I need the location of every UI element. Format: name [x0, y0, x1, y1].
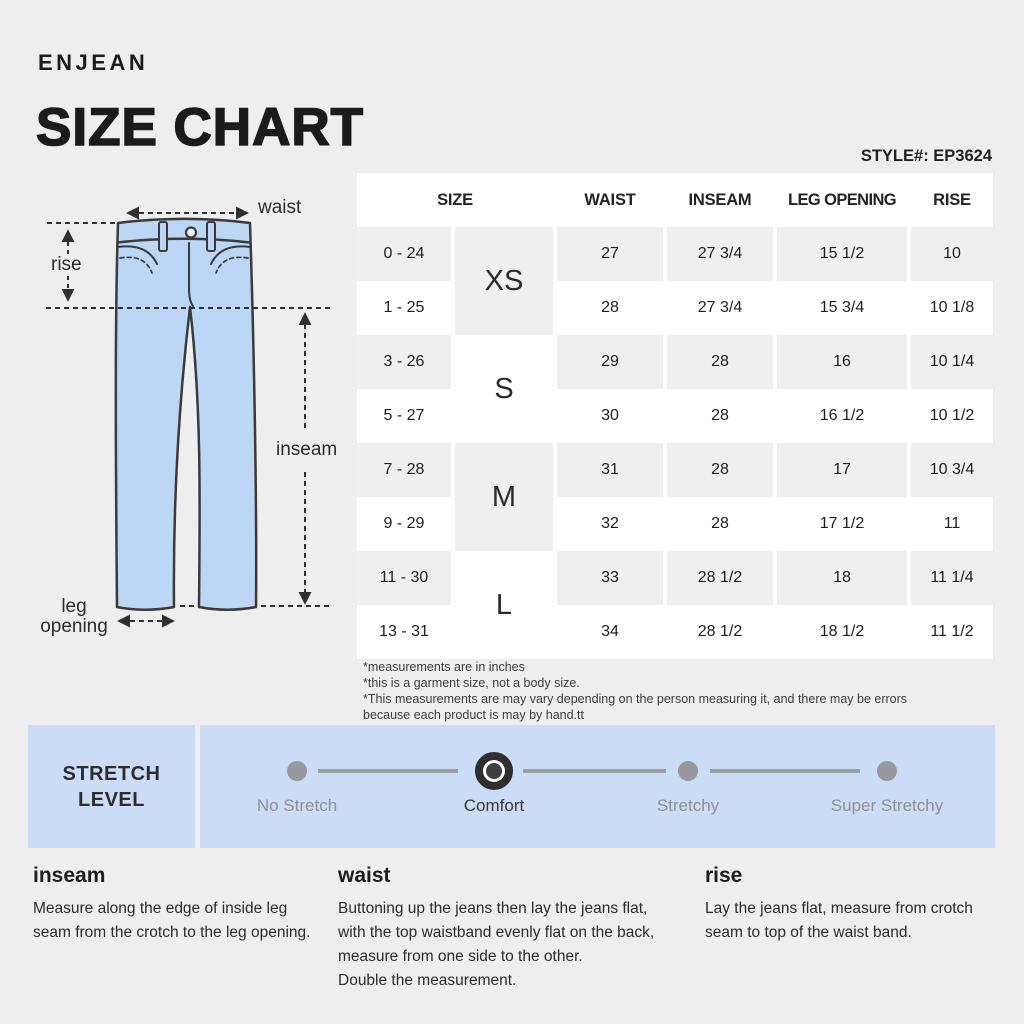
table-cell-size: 1 - 25	[357, 281, 451, 335]
scale-track-segment	[710, 769, 860, 773]
letter-size-s: S	[455, 335, 553, 443]
scale-track-segment	[523, 769, 666, 773]
definition-term: inseam	[33, 864, 106, 887]
stretch-level-header-box: STRETCH LEVEL	[28, 725, 195, 848]
table-cell-inseam: 27 3/4	[667, 281, 773, 335]
stretch-option-stretchy: Stretchy	[656, 796, 720, 815]
definition-text: Lay the jeans flat, measure from crotch …	[705, 900, 973, 942]
table-cell-inseam: 27 3/4	[667, 227, 773, 281]
size-table: SIZE WAIST INSEAM LEG OPENING RISE XS S …	[357, 173, 993, 659]
stretch-dot-stretchy	[678, 761, 698, 781]
table-cell-inseam: 28	[667, 443, 773, 497]
letter-size-xs: XS	[455, 227, 553, 335]
leg-opening-label: leg opening	[40, 596, 108, 637]
table-cell-leg-opening: 16	[777, 335, 907, 389]
rise-label: rise	[51, 254, 82, 275]
waist-label: waist	[258, 197, 302, 218]
table-cell-rise: 11 1/4	[911, 551, 993, 605]
table-cell-waist: 27	[557, 227, 663, 281]
table-cell-leg-opening: 18 1/2	[777, 605, 907, 659]
table-cell-rise: 10 1/8	[911, 281, 993, 335]
table-cell-size: 0 - 24	[357, 227, 451, 281]
stretch-level-title: STRETCH LEVEL	[62, 762, 161, 811]
jeans-button	[184, 226, 198, 239]
inseam-label: inseam	[276, 439, 338, 460]
column-header-size: SIZE	[357, 173, 553, 227]
measurement-guides	[46, 206, 331, 628]
belt-loop-left	[158, 221, 168, 252]
pocket-left	[117, 245, 158, 265]
table-cell-size: 9 - 29	[357, 497, 451, 551]
selected-dot-icon	[486, 763, 502, 779]
pocket-right	[210, 245, 251, 265]
table-cell-size: 11 - 30	[357, 551, 451, 605]
stretch-dot-super-stretchy	[877, 761, 897, 781]
column-header-inseam: INSEAM	[667, 173, 773, 227]
letter-size-m: M	[455, 443, 553, 551]
table-cell-leg-opening: 18	[777, 551, 907, 605]
definition-text: Measure along the edge of inside leg sea…	[33, 900, 311, 942]
table-cell-inseam: 28 1/2	[667, 605, 773, 659]
pocket-stitch-right	[215, 256, 249, 274]
definition-rise: rise Lay the jeans flat, measure from cr…	[705, 864, 1005, 945]
pocket-stitch-left	[119, 256, 153, 274]
table-cell-inseam: 28	[667, 335, 773, 389]
table-cell-inseam: 28	[667, 389, 773, 443]
table-cell-leg-opening: 16 1/2	[777, 389, 907, 443]
table-cell-waist: 34	[557, 605, 663, 659]
table-cell-waist: 31	[557, 443, 663, 497]
table-cell-size: 5 - 27	[357, 389, 451, 443]
table-cell-waist: 28	[557, 281, 663, 335]
letter-size-l: L	[455, 551, 553, 659]
table-cell-rise: 11	[911, 497, 993, 551]
jeans-illustration	[114, 217, 258, 611]
style-number: STYLE#: EP3624	[860, 147, 992, 165]
table-cell-inseam: 28	[667, 497, 773, 551]
definition-term: waist	[338, 864, 391, 887]
scale-track-segment	[318, 769, 458, 773]
table-cell-rise: 10 3/4	[911, 443, 993, 497]
stretch-option-comfort: Comfort	[463, 796, 525, 815]
definition-term: rise	[705, 864, 743, 887]
table-cell-leg-opening: 17	[777, 443, 907, 497]
definition-inseam: inseam Measure along the edge of inside …	[33, 864, 323, 945]
column-header-waist: WAIST	[557, 173, 663, 227]
stretch-dot-no-stretch	[287, 761, 307, 781]
page-title: SIZE CHART	[35, 97, 364, 158]
jeans-diagram	[46, 206, 331, 628]
table-cell-waist: 30	[557, 389, 663, 443]
table-cell-size: 3 - 26	[357, 335, 451, 389]
column-header-rise: RISE	[911, 173, 993, 227]
table-cell-inseam: 28 1/2	[667, 551, 773, 605]
belt-loop-right	[206, 221, 216, 252]
column-header-leg-opening: LEG OPENING	[777, 173, 907, 227]
stretch-option-super-stretchy: Super Stretchy	[830, 796, 944, 815]
table-cell-size: 13 - 31	[357, 605, 451, 659]
table-cell-rise: 10 1/2	[911, 389, 993, 443]
table-footnotes: *measurements are in inches *this is a g…	[363, 660, 908, 722]
definition-waist: waist Buttoning up the jeans then lay th…	[338, 864, 692, 993]
table-cell-leg-opening: 17 1/2	[777, 497, 907, 551]
stretch-dot-comfort-selected	[475, 752, 513, 790]
table-cell-rise: 10 1/4	[911, 335, 993, 389]
definition-text: Buttoning up the jeans then lay the jean…	[338, 900, 655, 990]
brand-name: ENJEAN	[38, 50, 149, 75]
stretch-level-scale: No Stretch Comfort Stretchy Super Stretc…	[200, 725, 995, 848]
table-cell-waist: 29	[557, 335, 663, 389]
stretch-option-no-stretch: No Stretch	[256, 796, 338, 815]
table-cell-leg-opening: 15 1/2	[777, 227, 907, 281]
table-cell-waist: 33	[557, 551, 663, 605]
table-cell-rise: 11 1/2	[911, 605, 993, 659]
fly-seam	[188, 242, 194, 307]
table-cell-waist: 32	[557, 497, 663, 551]
table-cell-size: 7 - 28	[357, 443, 451, 497]
table-cell-rise: 10	[911, 227, 993, 281]
table-cell-leg-opening: 15 3/4	[777, 281, 907, 335]
